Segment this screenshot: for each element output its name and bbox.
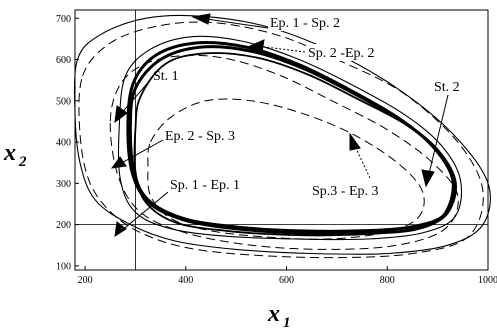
y-tick-label: 200 xyxy=(56,220,71,231)
arrow-st1 xyxy=(119,77,153,116)
label-ep1-sp2: Ep. 1 - Sp. 2 xyxy=(270,16,340,31)
y-tick-label: 500 xyxy=(56,96,71,107)
x-tick-label: 600 xyxy=(279,275,294,286)
x-tick-label: 400 xyxy=(178,275,193,286)
arrow-sp1-ep1 xyxy=(119,191,169,233)
label-sp2-ep2: Sp. 2 -Ep. 2 xyxy=(308,46,375,61)
arrowhead-st2 xyxy=(421,169,435,188)
x-tick-label: 1000 xyxy=(478,275,497,286)
arrowhead-sp2-ep2 xyxy=(248,39,265,53)
y-tick-label: 600 xyxy=(56,55,71,66)
arrowhead-ep2-sp3 xyxy=(110,156,127,169)
arrow-sp3-ep3 xyxy=(351,139,371,179)
trajectory-curves xyxy=(73,14,491,259)
x-axis-label-sub: 1 xyxy=(283,315,291,331)
arrow-ep2-sp3 xyxy=(117,139,164,166)
arrowhead-st1 xyxy=(114,105,128,124)
x-tick-label: 200 xyxy=(78,275,93,286)
arrowhead-sp1-ep1 xyxy=(114,221,127,238)
trajectory-curve-8 xyxy=(109,54,459,250)
label-sp3-ep3: Sp.3 - Ep. 3 xyxy=(312,184,379,199)
annotation-arrows xyxy=(110,13,449,238)
label-st1: St. 1 xyxy=(153,69,179,84)
y-tick-label: 400 xyxy=(56,138,71,149)
y-axis-label-sub: 2 xyxy=(18,154,27,170)
trajectory-curve-1 xyxy=(73,14,491,255)
arrowhead-sp3-ep3 xyxy=(349,132,361,151)
y-tick-label: 300 xyxy=(56,179,71,190)
x-axis-label-var: x xyxy=(267,301,280,327)
label-ep2-sp3: Ep. 2 - Sp. 3 xyxy=(165,129,235,144)
trajectory-curve-4 xyxy=(128,45,457,233)
plot-frame xyxy=(74,9,489,271)
trajectory-curve-7 xyxy=(147,98,425,240)
x-axis-label: x 1 xyxy=(267,301,291,331)
arrowhead-ep1-sp2 xyxy=(191,13,211,25)
label-sp1-ep1: Sp. 1 - Ep. 1 xyxy=(170,178,240,193)
y-tick-label: 100 xyxy=(56,261,71,272)
arrow-st2 xyxy=(427,94,449,179)
x-tick-label: 800 xyxy=(380,275,395,286)
arrow-ep1-sp2 xyxy=(199,17,269,29)
trajectory-curve-2 xyxy=(78,21,484,259)
y-axis-label-var: x xyxy=(3,140,16,166)
label-st2: St. 2 xyxy=(434,80,460,95)
y-axis-label: x 2 xyxy=(3,140,27,170)
x-axis-ticks: 200 400 600 800 1000 xyxy=(78,266,497,286)
y-tick-label: 700 xyxy=(56,14,71,25)
trajectory-curve-5 xyxy=(133,52,454,237)
annotation-labels: Ep. 1 - Sp. 2 Sp. 2 -Ep. 2 St. 1 St. 2 E… xyxy=(153,14,460,199)
y-axis-ticks: 100 200 300 400 500 600 700 xyxy=(56,14,79,272)
